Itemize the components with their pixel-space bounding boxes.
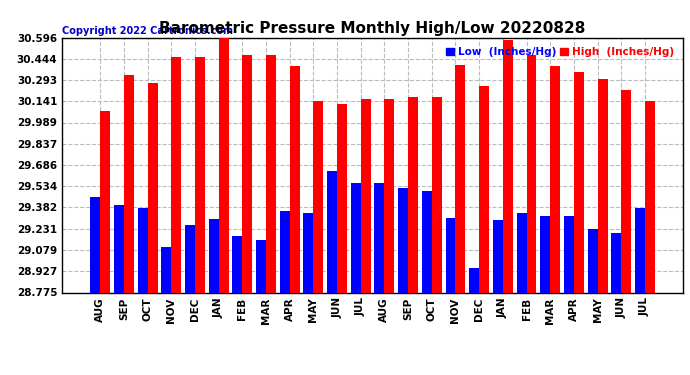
Bar	[479, 86, 489, 292]
Bar	[517, 213, 526, 292]
Bar	[313, 101, 324, 292]
Bar	[233, 236, 242, 292]
Bar	[351, 183, 361, 292]
Bar	[327, 171, 337, 292]
Bar	[375, 183, 384, 292]
Bar	[645, 101, 655, 292]
Bar	[384, 99, 395, 292]
Bar	[195, 57, 205, 292]
Bar	[432, 97, 442, 292]
Bar	[550, 66, 560, 292]
Bar	[598, 79, 607, 292]
Bar	[337, 104, 347, 292]
Bar	[304, 213, 313, 292]
Bar	[138, 208, 148, 292]
Bar	[161, 247, 171, 292]
Bar	[611, 233, 621, 292]
Bar	[422, 191, 432, 292]
Bar	[124, 75, 134, 292]
Bar	[219, 33, 228, 292]
Bar	[361, 99, 371, 292]
Bar	[114, 205, 124, 292]
Bar	[455, 65, 466, 292]
Bar	[266, 55, 276, 292]
Bar	[148, 83, 157, 292]
Title: Barometric Pressure Monthly High/Low 20220828: Barometric Pressure Monthly High/Low 202…	[159, 21, 586, 36]
Bar	[398, 188, 408, 292]
Bar	[446, 217, 455, 292]
Bar	[635, 208, 645, 292]
Bar	[564, 216, 574, 292]
Bar	[290, 66, 299, 292]
Legend: Low  (Inches/Hg), High  (Inches/Hg): Low (Inches/Hg), High (Inches/Hg)	[442, 43, 678, 61]
Bar	[526, 55, 536, 292]
Bar	[100, 111, 110, 292]
Bar	[256, 240, 266, 292]
Bar	[469, 268, 479, 292]
Bar	[540, 216, 550, 292]
Bar	[588, 229, 598, 292]
Bar	[621, 90, 631, 292]
Bar	[503, 40, 513, 292]
Bar	[493, 220, 503, 292]
Bar	[408, 97, 418, 292]
Bar	[574, 72, 584, 292]
Bar	[90, 196, 100, 292]
Bar	[185, 225, 195, 292]
Text: Copyright 2022 Cartronics.com: Copyright 2022 Cartronics.com	[62, 26, 233, 36]
Bar	[209, 219, 219, 292]
Bar	[242, 55, 253, 292]
Bar	[171, 57, 181, 292]
Bar	[279, 211, 290, 292]
